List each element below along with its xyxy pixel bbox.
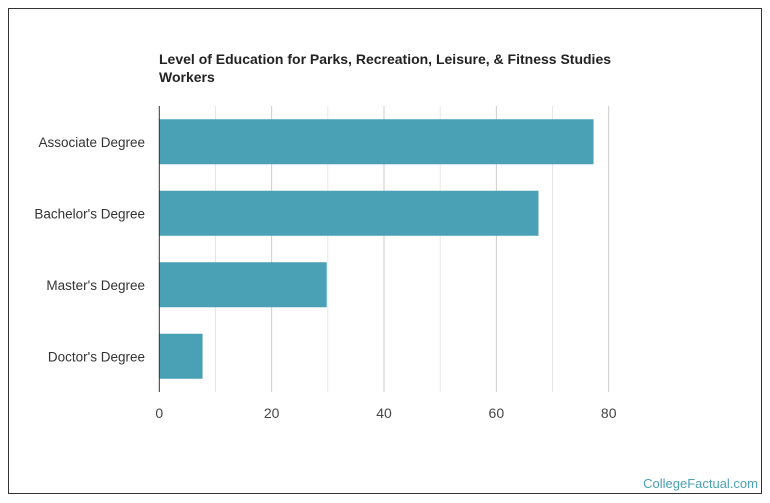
x-tick-label: 60 [489, 405, 505, 421]
x-tick-label: 80 [601, 405, 617, 421]
chart-frame [8, 8, 762, 494]
x-tick-label: 20 [264, 405, 280, 421]
chart-title: Level of Education for Parks, Recreation… [159, 51, 612, 85]
x-tick-label: 40 [376, 405, 392, 421]
category-label: Associate Degree [38, 135, 145, 150]
bar [159, 333, 203, 379]
category-label: Bachelor's Degree [34, 206, 145, 221]
category-label: Master's Degree [46, 278, 145, 293]
bar [159, 119, 594, 165]
source-link[interactable]: CollegeFactual.com [643, 476, 758, 491]
x-tick-label: 0 [155, 405, 163, 421]
bar [159, 190, 539, 236]
category-label: Doctor's Degree [48, 349, 145, 364]
bar [159, 262, 327, 308]
